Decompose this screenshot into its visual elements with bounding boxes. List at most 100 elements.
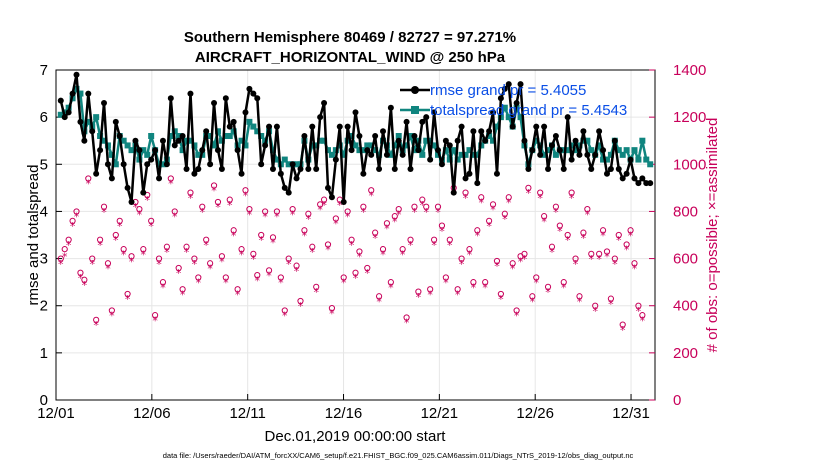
chart-title-line2: AIRCRAFT_HORIZONTAL_WIND @ 250 hPa xyxy=(195,49,506,66)
rmse-point xyxy=(541,123,548,130)
rmse-point xyxy=(431,109,438,116)
rmse-point xyxy=(328,194,335,201)
obs-possible-point xyxy=(631,260,638,267)
totalspread-point xyxy=(214,128,221,135)
obs-assimilated-point: * xyxy=(58,258,64,271)
totalspread-point xyxy=(191,142,198,149)
totalspread-point xyxy=(328,151,335,158)
obs-possible-point xyxy=(454,286,461,293)
rmse-point xyxy=(266,123,273,130)
x-tick-label: 12/16 xyxy=(325,405,363,422)
x-tick-label: 12/11 xyxy=(229,405,265,422)
totalspread-point xyxy=(108,151,115,158)
obs-possible-point xyxy=(497,290,504,298)
obs-assimilated-point: * xyxy=(420,199,426,212)
rmse-point xyxy=(81,137,88,144)
obs-possible-point xyxy=(580,229,587,236)
totalspread-point xyxy=(387,151,394,158)
totalspread-point xyxy=(537,142,544,149)
rmse-point xyxy=(152,147,159,154)
totalspread-point xyxy=(57,111,64,118)
rmse-point xyxy=(234,147,241,154)
obs-possible-point xyxy=(187,189,194,196)
y-tick-label: 6 xyxy=(40,109,48,126)
totalspread-point xyxy=(450,147,457,154)
y-tick-label-right: 600 xyxy=(673,251,698,268)
obs-assimilated-point: * xyxy=(475,230,481,243)
obs-assimilated-point: * xyxy=(589,253,595,266)
totalspread-point xyxy=(560,147,567,154)
obs-possible-point xyxy=(411,203,418,210)
totalspread-point xyxy=(238,137,245,144)
y-axis-label: rmse and totalspread xyxy=(25,165,42,306)
obs-possible-point xyxy=(203,236,210,243)
rmse-point xyxy=(639,175,646,182)
rmse-point xyxy=(230,118,237,125)
obs-possible-point xyxy=(430,236,438,243)
totalspread-point xyxy=(77,90,84,97)
obs-assimilated-point: * xyxy=(616,234,622,247)
y-tick-label: 7 xyxy=(40,62,48,79)
rmse-point xyxy=(548,142,555,149)
obs-possible-point xyxy=(415,288,422,295)
x-tick-label: 12/21 xyxy=(421,405,459,422)
totalspread-point xyxy=(395,133,402,139)
obs-assimilated-point: * xyxy=(207,263,213,276)
rmse-point xyxy=(603,170,610,177)
totalspread-point xyxy=(285,161,292,168)
rmse-point xyxy=(552,133,559,139)
obs-possible-point xyxy=(69,217,76,224)
obs-possible-point xyxy=(242,187,249,194)
obs-assimilated-point: * xyxy=(255,274,261,287)
obs-assimilated-point: * xyxy=(227,199,233,212)
rmse-point xyxy=(317,114,324,121)
rmse-point xyxy=(112,118,119,125)
obs-assimilated-point: * xyxy=(337,199,343,212)
x-axis-label: Dec.01,2019 00:00:00 start xyxy=(265,428,447,445)
rmse-point xyxy=(525,166,532,172)
rmse-point xyxy=(450,189,457,196)
rmse-point xyxy=(301,133,308,139)
rmse-point xyxy=(85,90,92,97)
rmse-point xyxy=(69,90,76,97)
x-tick-label: 12/06 xyxy=(133,405,171,422)
obs-assimilated-point: * xyxy=(243,189,249,202)
obs-assimilated-point: * xyxy=(443,277,449,290)
rmse-point xyxy=(537,151,544,158)
obs-assimilated-point: * xyxy=(156,258,162,271)
obs-assimilated-point: * xyxy=(148,220,154,233)
obs-assimilated-point: * xyxy=(247,208,253,221)
rmse-point xyxy=(222,95,229,102)
y-tick-label-right: 200 xyxy=(673,345,698,362)
obs-assimilated-point: * xyxy=(235,288,241,301)
rmse-point xyxy=(490,109,497,116)
totalspread-point xyxy=(411,147,418,154)
obs-assimilated-point: * xyxy=(372,232,378,245)
obs-assimilated-point: * xyxy=(459,258,465,271)
obs-assimilated-point: * xyxy=(321,199,327,212)
rmse-point xyxy=(89,128,96,135)
obs-possible-point xyxy=(93,316,100,323)
obs-possible-point xyxy=(391,213,398,220)
rmse-point xyxy=(156,175,163,182)
obs-assimilated-point: * xyxy=(317,204,323,217)
rmse-point xyxy=(242,109,249,116)
obs-assimilated-point: * xyxy=(502,213,508,226)
rmse-point xyxy=(183,166,190,172)
obs-possible-point xyxy=(285,255,292,262)
rmse-point xyxy=(474,180,481,187)
rmse-point xyxy=(128,199,135,205)
obs-assimilated-point: * xyxy=(211,185,217,198)
rmse-point xyxy=(427,156,434,163)
obs-possible-point xyxy=(588,250,595,257)
obs-possible-point xyxy=(305,210,312,217)
totalspread-point xyxy=(148,133,155,139)
totalspread-point xyxy=(419,151,426,158)
obs-assimilated-point: * xyxy=(577,296,583,309)
totalspread-point xyxy=(600,156,607,163)
obs-assimilated-point: * xyxy=(455,288,461,301)
obs-assimilated-point: * xyxy=(400,248,406,261)
rmse-point xyxy=(501,85,508,92)
obs-possible-point xyxy=(627,227,634,234)
rmse-point xyxy=(533,123,540,130)
